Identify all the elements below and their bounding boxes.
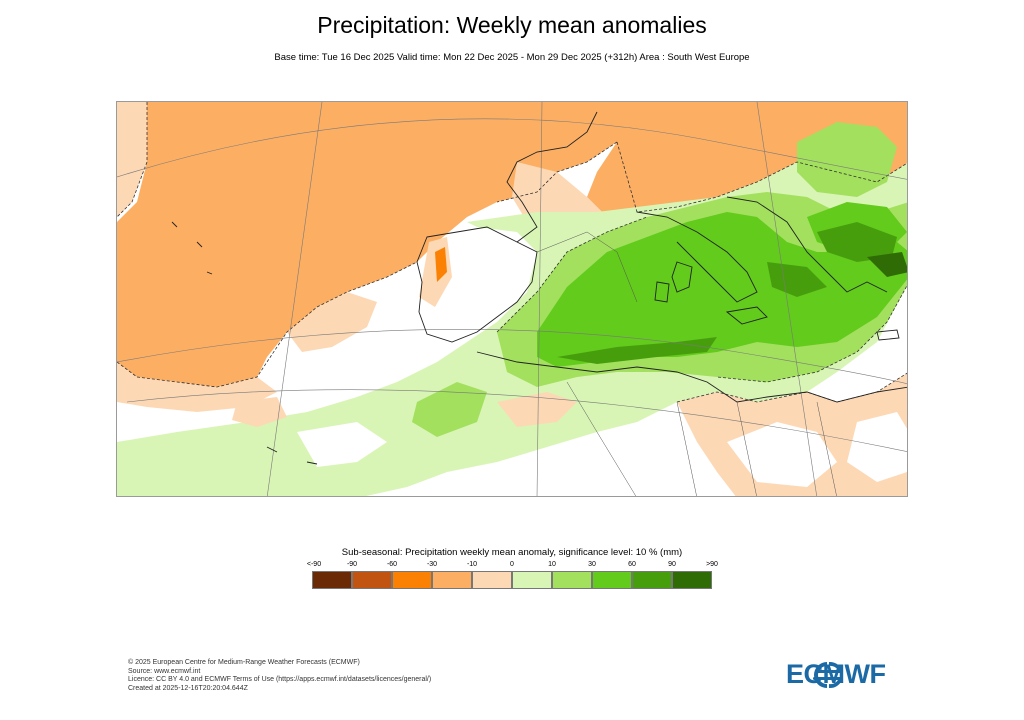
atlantic-dry-region: [117, 102, 617, 387]
footer-credits: © 2025 European Centre for Medium-Range …: [128, 659, 431, 693]
legend-tick: -60: [386, 561, 398, 568]
legend-swatch: [352, 571, 392, 589]
med-strong-wet: [537, 212, 907, 367]
italy-coast: [636, 211, 758, 303]
legend-swatch: [312, 571, 352, 589]
legend-swatch: [632, 571, 672, 589]
legend-tick: 90: [668, 561, 676, 568]
balkan-coast: [726, 196, 888, 293]
iberia-coast: [416, 226, 538, 343]
ecmwf-logo-text: ECMWF: [786, 659, 886, 689]
page-subtitle: Base time: Tue 16 Dec 2025 Valid time: M…: [274, 52, 750, 63]
footer-created: Created at 2025-12-16T20:20:04.644Z: [128, 684, 248, 692]
legend-tick: 60: [628, 561, 636, 568]
legend-tick: -90: [346, 561, 358, 568]
legend-tick: 30: [588, 561, 596, 568]
legend-swatch: [472, 571, 512, 589]
ecmwf-logo-icon: [813, 661, 843, 689]
legend-tick: 0: [510, 561, 514, 568]
legend-title: Sub-seasonal: Precipitation weekly mean …: [341, 547, 683, 558]
footer-licence: Licence: CC BY 4.0 and ECMWF Terms of Us…: [128, 676, 432, 684]
anomaly-map: [116, 101, 908, 497]
legend-tick: 10: [548, 561, 556, 568]
legend-swatch: [672, 571, 712, 589]
legend-swatch: [432, 571, 472, 589]
legend-tick: -30: [426, 561, 438, 568]
legend-tick: -10: [466, 561, 478, 568]
atlantic-dry-rim: [117, 362, 277, 412]
page-title: Precipitation: Weekly mean anomalies: [317, 12, 707, 38]
legend-tick: <-90: [306, 561, 322, 568]
africa-coast: [476, 351, 907, 403]
legend-swatch: [512, 571, 552, 589]
legend-swatch: [592, 571, 632, 589]
legend-swatch: [392, 571, 432, 589]
france-coast: [506, 111, 598, 243]
legend-swatch: [552, 571, 592, 589]
legend-tick: >90: [706, 561, 718, 568]
footer-copyright: © 2025 European Centre for Medium-Range …: [128, 659, 360, 666]
footer-source: Source: www.ecmwf.int: [128, 667, 201, 675]
